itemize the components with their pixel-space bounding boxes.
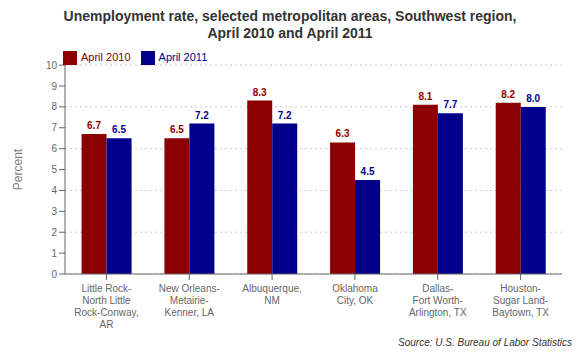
svg-text:7.2: 7.2 xyxy=(195,110,209,121)
svg-text:0: 0 xyxy=(51,269,57,280)
svg-text:6.5: 6.5 xyxy=(170,124,184,135)
svg-text:3: 3 xyxy=(51,206,57,217)
svg-text:10: 10 xyxy=(46,60,58,71)
svg-text:2: 2 xyxy=(51,227,57,238)
svg-text:Little Rock-North LittleRock-C: Little Rock-North LittleRock-Conway,AR xyxy=(74,283,138,330)
svg-text:5: 5 xyxy=(51,164,57,175)
svg-text:4: 4 xyxy=(51,185,57,196)
svg-text:8: 8 xyxy=(51,101,57,112)
svg-text:8.0: 8.0 xyxy=(526,93,540,104)
svg-text:8.1: 8.1 xyxy=(418,91,432,102)
svg-text:7.2: 7.2 xyxy=(278,110,292,121)
html-text:April 2011: April 2011 xyxy=(158,51,208,63)
html-text:Unemployment rate, selected me: Unemployment rate, selected metropolitan… xyxy=(63,8,517,41)
svg-text:Percent: Percent xyxy=(11,148,25,190)
svg-text:6: 6 xyxy=(51,143,57,154)
svg-text:8.3: 8.3 xyxy=(253,87,267,98)
svg-text:New Orleans-Metairie-Kenner, L: New Orleans-Metairie-Kenner, LA xyxy=(159,283,220,318)
html-text:Source: U.S. Bureau of Labor S: Source: U.S. Bureau of Labor Statistics xyxy=(398,337,572,348)
svg-text:8.2: 8.2 xyxy=(501,89,515,100)
svg-text:OklahomaCity, OK: OklahomaCity, OK xyxy=(332,283,378,306)
svg-text:6.5: 6.5 xyxy=(112,124,126,135)
svg-text:7.7: 7.7 xyxy=(443,99,457,110)
svg-text:6.7: 6.7 xyxy=(87,120,101,131)
svg-text:4.5: 4.5 xyxy=(361,166,375,177)
svg-text:9: 9 xyxy=(51,81,57,92)
svg-text:7: 7 xyxy=(51,122,57,133)
svg-text:Houston-Sugar Land-Baytown, TX: Houston-Sugar Land-Baytown, TX xyxy=(492,283,549,318)
html-text:April 2010: April 2010 xyxy=(81,51,131,63)
svg-text:Dallas-Fort Worth-Arlington, T: Dallas-Fort Worth-Arlington, TX xyxy=(409,283,467,318)
svg-text:Albuquerque,NM: Albuquerque,NM xyxy=(242,283,302,306)
svg-text:6.3: 6.3 xyxy=(336,128,350,139)
svg-text:1: 1 xyxy=(51,248,57,259)
